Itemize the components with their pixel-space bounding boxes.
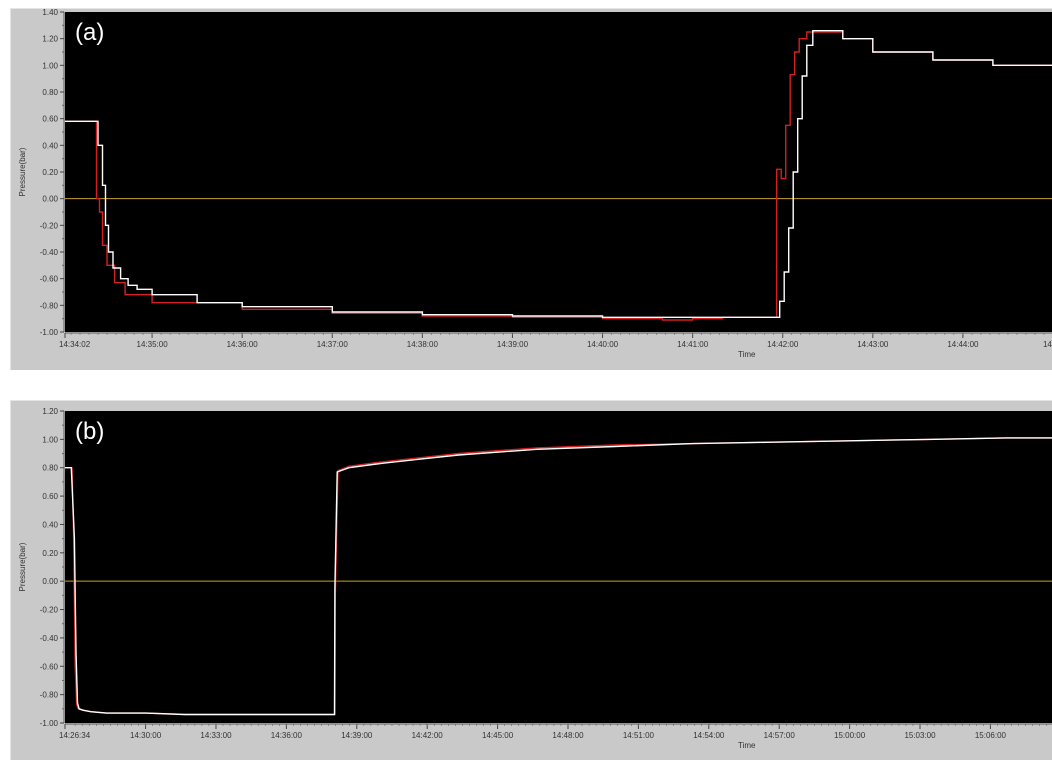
x-axis-label: Time (738, 350, 756, 359)
x-tick-label: 14:40:00 (587, 340, 619, 349)
y-tick-label: -0.80 (40, 301, 59, 310)
y-tick-label: 0.80 (42, 88, 58, 97)
x-tick-label: 14:51:00 (623, 731, 655, 740)
plot-area (65, 12, 1052, 332)
y-tick-label: 0.20 (42, 549, 58, 558)
x-tick-label: 14:33:00 (200, 731, 232, 740)
y-tick-label: -0.40 (40, 248, 59, 257)
x-tick-label: 15:03:00 (904, 731, 936, 740)
y-tick-label: 0.00 (42, 577, 58, 586)
panel-label: (a) (75, 19, 104, 46)
x-tick-label: 14:26:34 (59, 731, 91, 740)
x-tick-label: 14:41:00 (677, 340, 709, 349)
x-tick-label: 14:37:00 (317, 340, 349, 349)
y-tick-label: 1.00 (42, 435, 58, 444)
series-line-white (65, 437, 1052, 716)
y-tick-label: -0.80 (40, 691, 59, 700)
y-tick-label: 0.20 (42, 168, 58, 177)
y-tick-label: 0.40 (42, 520, 58, 529)
y-tick-label: 0.40 (42, 141, 58, 150)
y-tick-label: 0.80 (42, 464, 58, 473)
y-tick-label: -0.20 (40, 606, 59, 615)
x-tick-label: 14:54:00 (693, 731, 725, 740)
y-tick-label: 0.00 (42, 195, 58, 204)
y-tick-label: -1.00 (40, 328, 59, 337)
x-tick-label: 14:48:00 (552, 731, 584, 740)
y-tick-label: 1.20 (42, 407, 58, 416)
x-tick-label: 14:42:00 (767, 340, 799, 349)
x-tick-label: 14:57:00 (764, 731, 796, 740)
x-tick-label: 14:30:00 (130, 731, 162, 740)
x-tick-label: 14:43:00 (857, 340, 889, 349)
y-tick-label: 1.20 (42, 35, 58, 44)
y-tick-label: 0.60 (42, 115, 58, 124)
x-tick-label: 15:06:00 (975, 731, 1007, 740)
series-line-red (65, 31, 1052, 321)
x-tick-label: 14:39:00 (497, 340, 529, 349)
x-tick-label: 15:00:00 (834, 731, 866, 740)
x-tick-label: 14:36:00 (271, 731, 303, 740)
chart-panel-a: 1.40 1.20 1.00 0.80 0.60 0.40 0.20 0.00 -0.20 -0.… (10, 8, 1052, 370)
x-tick-label: 14:35:00 (137, 340, 169, 349)
y-tick-label: -1.00 (40, 719, 59, 728)
y-tick-label: 1.00 (42, 61, 58, 70)
pressure-chart-b: 1.20 1.00 0.80 0.60 0.40 0.20 0.00 -0.20 -0.40 -0… (18, 407, 1052, 750)
plot-area (65, 411, 1052, 723)
x-tick-label: 14:38:00 (407, 340, 439, 349)
y-axis-label: Pressure(bar) (18, 147, 27, 196)
x-tick-label: 14:45 (1043, 340, 1052, 349)
y-tick-label: -0.60 (40, 662, 59, 671)
x-axis-label: Time (738, 741, 756, 750)
x-tick-label: 14:36:00 (227, 340, 259, 349)
x-tick-label: 14:45:00 (482, 731, 514, 740)
panel-label: (b) (75, 418, 104, 445)
x-tick-label: 14:44:00 (947, 340, 979, 349)
x-tick-label: 14:34:02 (59, 340, 91, 349)
y-tick-label: -0.20 (40, 221, 59, 230)
series-line-white (65, 30, 1052, 318)
y-tick-label: -0.60 (40, 275, 59, 284)
pressure-chart-a: 1.40 1.20 1.00 0.80 0.60 0.40 0.20 0.00 -0.20 -0.… (18, 9, 1052, 359)
y-axis-label: Pressure(bar) (18, 542, 27, 591)
x-tick-label: 14:42:00 (412, 731, 444, 740)
y-tick-label: -0.40 (40, 634, 59, 643)
y-tick-label: 0.60 (42, 492, 58, 501)
chart-panel-b: 1.20 1.00 0.80 0.60 0.40 0.20 0.00 -0.20 -0.40 -0… (10, 400, 1052, 760)
y-tick-label: 1.40 (42, 9, 58, 17)
x-tick-label: 14:39:00 (341, 731, 373, 740)
